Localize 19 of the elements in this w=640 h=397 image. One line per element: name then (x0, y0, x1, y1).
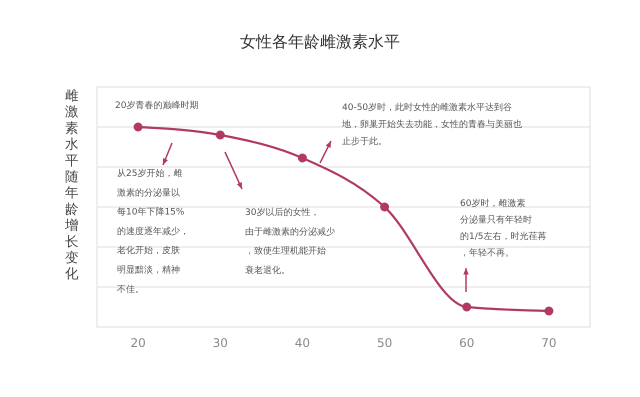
point (216, 130, 225, 140)
point (298, 154, 307, 162)
x-tick-label: 70 (541, 336, 557, 350)
text: 20岁青春的巅峰时期 (115, 100, 198, 111)
point (544, 306, 554, 316)
x-tick-label: 60 (459, 336, 474, 350)
x-tick-label: 20 (130, 336, 146, 350)
point (462, 302, 472, 312)
annotation: 40-50岁时，此时女性的雌激素水平达到谷地，卵巢开始失去功能，女性的青春与美丽也止步于此。 (341, 102, 522, 147)
point (134, 122, 143, 132)
chart-title: 女性各年龄雌激素水平 (240, 32, 400, 51)
x-tick-label: 50 (376, 336, 392, 350)
annotation: 60岁时，雌激素分泌量只有年轻时的1/5左右，时光荏苒，年轻不再。 (460, 198, 546, 258)
annotation: 从25岁开始，雌激素的分泌量以每10年下降15%的速度逐年减少，老化开始，皮肤明显黯淡，精神不佳。 (117, 168, 189, 295)
text: 雌激素水平随年龄增长变化 (65, 88, 79, 282)
annotation: 30岁以后的女性，由于雌激素的分泌减少，致使生理机能开始衰老退化。 (245, 207, 335, 276)
x-tick-label: 40 (294, 336, 310, 350)
point (380, 202, 390, 212)
x-tick-label: 30 (212, 336, 228, 350)
